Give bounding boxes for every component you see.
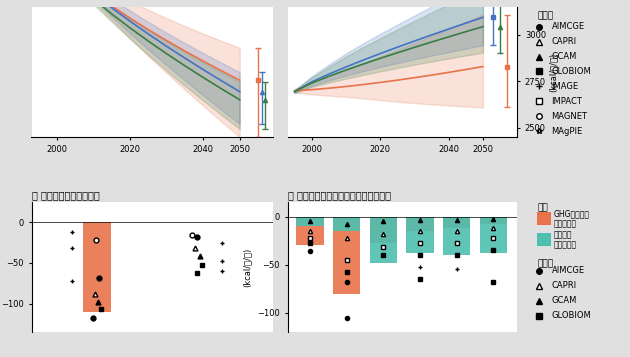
Bar xyxy=(333,216,360,231)
Bar xyxy=(297,216,324,245)
Text: CAPRI: CAPRI xyxy=(552,281,576,290)
Y-axis label: (kcal/人/日): (kcal/人/日) xyxy=(549,52,558,92)
Text: MAGNET: MAGNET xyxy=(552,112,588,121)
Bar xyxy=(480,216,507,224)
Text: IMAGE: IMAGE xyxy=(552,82,579,91)
Text: ⓓ 一人当たり食料消費カロリーの変化: ⓓ 一人当たり食料消費カロリーの変化 xyxy=(288,190,391,200)
Text: AIMCGE: AIMCGE xyxy=(552,22,585,31)
Bar xyxy=(370,216,397,243)
Text: AIMCGE: AIMCGE xyxy=(552,266,585,276)
Text: モデル: モデル xyxy=(537,11,553,20)
Text: 要因: 要因 xyxy=(537,203,548,212)
Bar xyxy=(297,216,324,226)
Text: MAgPIE: MAgPIE xyxy=(552,127,583,136)
Bar xyxy=(83,222,111,312)
Bar xyxy=(370,216,397,263)
Text: GHG排出削減
による変化: GHG排出削減 による変化 xyxy=(554,209,590,228)
Text: Ⓢ 飢餓リスク人口の変化: Ⓢ 飢餓リスク人口の変化 xyxy=(32,190,100,200)
Bar xyxy=(406,216,433,253)
Bar xyxy=(406,216,433,231)
Bar xyxy=(333,216,360,293)
Y-axis label: (kcal/人/日): (kcal/人/日) xyxy=(243,247,252,287)
Text: 気候変動
による変化: 気候変動 による変化 xyxy=(554,230,576,250)
Text: IMPACT: IMPACT xyxy=(552,97,583,106)
Text: モデル: モデル xyxy=(537,259,553,268)
Text: GCAM: GCAM xyxy=(552,296,577,305)
Bar xyxy=(443,216,470,228)
Text: GCAM: GCAM xyxy=(552,52,577,61)
Bar xyxy=(480,216,507,253)
Text: GLOBIOM: GLOBIOM xyxy=(552,67,592,76)
Text: CAPRI: CAPRI xyxy=(552,37,576,46)
Text: GLOBIOM: GLOBIOM xyxy=(552,311,592,320)
Bar xyxy=(443,216,470,255)
